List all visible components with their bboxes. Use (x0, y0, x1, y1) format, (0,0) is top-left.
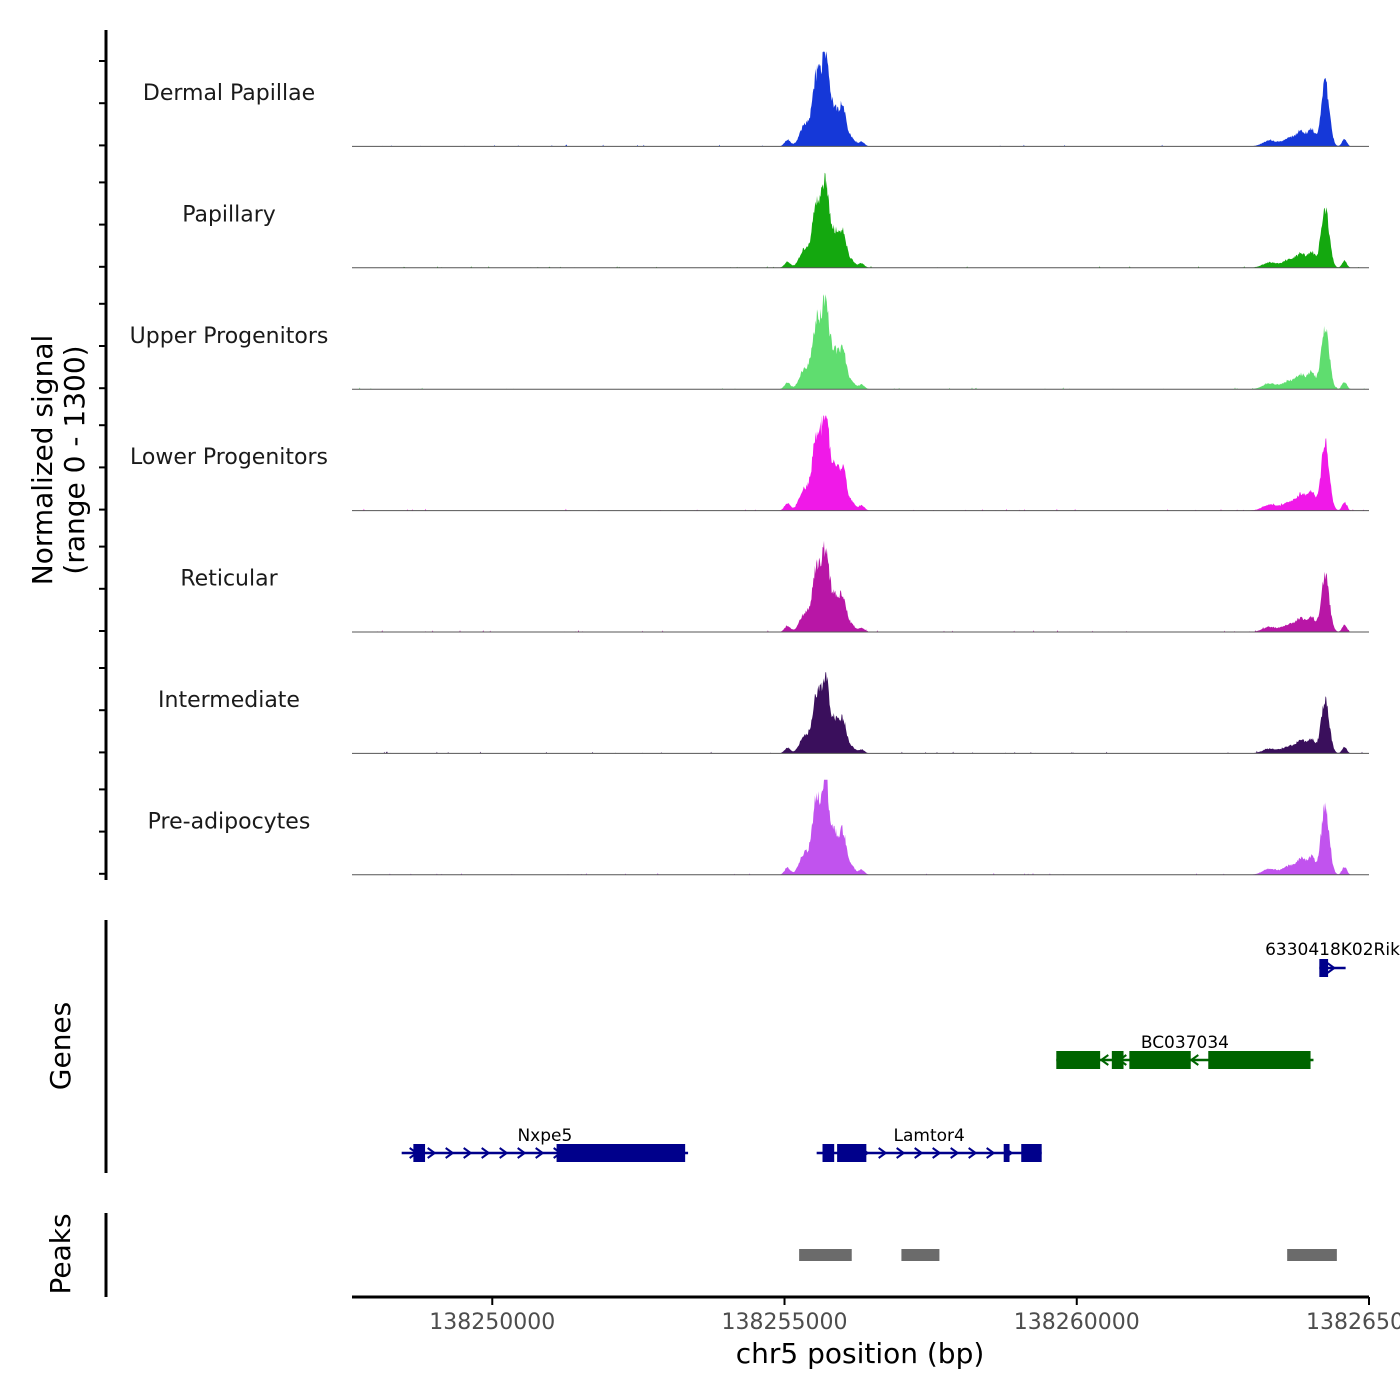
gene-bc037034: BC037034 (1056, 1033, 1314, 1069)
gene-6330418k02rik: 6330418K02Rik (1265, 940, 1400, 977)
track-dermal-papillae: Dermal Papillae (143, 51, 1369, 147)
genes-panel-label: Genes (44, 1002, 77, 1090)
gene-exon (837, 1144, 867, 1162)
gene-exon (413, 1144, 426, 1162)
genes-label: Genes (44, 1002, 77, 1090)
strand-arrow (1189, 1054, 1199, 1066)
track-reticular: Reticular (180, 540, 1369, 633)
strand-arrow (968, 1147, 978, 1159)
strand-arrow (914, 1147, 924, 1159)
peaks-panel-label: Peaks (44, 1213, 77, 1294)
gene-exon (1208, 1051, 1311, 1069)
gene-exon (822, 1144, 835, 1162)
strand-arrow (896, 1147, 906, 1159)
coverage-area (352, 51, 1369, 147)
gene-nxpe5: Nxpe5 (401, 1126, 689, 1162)
strand-arrow (1099, 1054, 1109, 1066)
strand-arrow (427, 1147, 437, 1159)
track-label: Papillary (182, 202, 276, 227)
gene-exon (556, 1144, 686, 1162)
ylabel-line-2: (range 0 - 1300) (58, 345, 91, 574)
gene-lamtor4: Lamtor4 (816, 1126, 1042, 1162)
strand-arrow (986, 1147, 996, 1159)
track-lower-progenitors: Lower Progenitors (130, 415, 1369, 512)
strand-arrow (481, 1147, 491, 1159)
gene-exon (1021, 1144, 1042, 1162)
ylabel-line-1: Normalized signal (26, 335, 59, 586)
track-label: Upper Progenitors (130, 324, 329, 349)
coverage-area (352, 172, 1369, 268)
gene-label: 6330418K02Rik (1265, 940, 1400, 960)
strand-arrow (535, 1147, 545, 1159)
track-label: Pre-adipocytes (148, 809, 311, 834)
gene-exon (1056, 1051, 1101, 1069)
track-label: Reticular (180, 567, 278, 592)
track-label: Dermal Papillae (143, 81, 315, 106)
x-tick-label: 138255000 (722, 1310, 848, 1335)
track-pre-adipocytes: Pre-adipocytes (148, 779, 1369, 876)
track-intermediate: Intermediate (158, 672, 1369, 754)
x-tick-label: 138260000 (1014, 1310, 1140, 1335)
track-label: Lower Progenitors (130, 445, 328, 470)
strand-arrow (950, 1147, 960, 1159)
strand-arrow (499, 1147, 509, 1159)
strand-arrow (932, 1147, 942, 1159)
gene-exon (1111, 1051, 1124, 1069)
x-tick-label: 138250000 (429, 1310, 555, 1335)
strand-arrow (517, 1147, 527, 1159)
strand-arrow (463, 1147, 473, 1159)
peak-region (1287, 1249, 1337, 1261)
gene-exon (1129, 1051, 1191, 1069)
coverage-area (352, 415, 1369, 511)
track-papillary: Papillary (182, 172, 1369, 269)
x-tick-label: 138265000 (1306, 1310, 1400, 1335)
gene-label: Lamtor4 (894, 1126, 965, 1146)
peak-region (799, 1249, 852, 1261)
strand-arrow (445, 1147, 455, 1159)
track-upper-progenitors: Upper Progenitors (130, 294, 1369, 390)
coverage-area (352, 294, 1369, 390)
coverage-area (352, 779, 1369, 875)
gene-exon (1003, 1144, 1010, 1162)
gene-exon (1319, 959, 1329, 977)
coverage-area (352, 672, 1369, 754)
strand-arrow (1326, 962, 1337, 974)
gene-label: Nxpe5 (517, 1126, 572, 1146)
x-axis-title: chr5 position (bp) (736, 1337, 985, 1370)
peak-region (901, 1249, 940, 1261)
peaks-label: Peaks (44, 1213, 77, 1294)
gene-label: BC037034 (1141, 1033, 1229, 1053)
coverage-y-axis (99, 30, 108, 880)
strand-arrow (878, 1147, 888, 1159)
gene-track: Nxpe5 Lamtor4 BC037034 6330418K02Rik (401, 940, 1400, 1162)
coverage-tracks: Dermal Papillae Papillary Upper Progenitor… (130, 51, 1369, 876)
peak-track (799, 1249, 1337, 1261)
track-label: Intermediate (158, 688, 300, 713)
x-axis-ticks: 138250000 138255000 138260000 138265000 (429, 1297, 1400, 1335)
coverage-y-axis-label: Normalized signal (range 0 - 1300) (26, 335, 91, 586)
coverage-area (352, 540, 1369, 632)
